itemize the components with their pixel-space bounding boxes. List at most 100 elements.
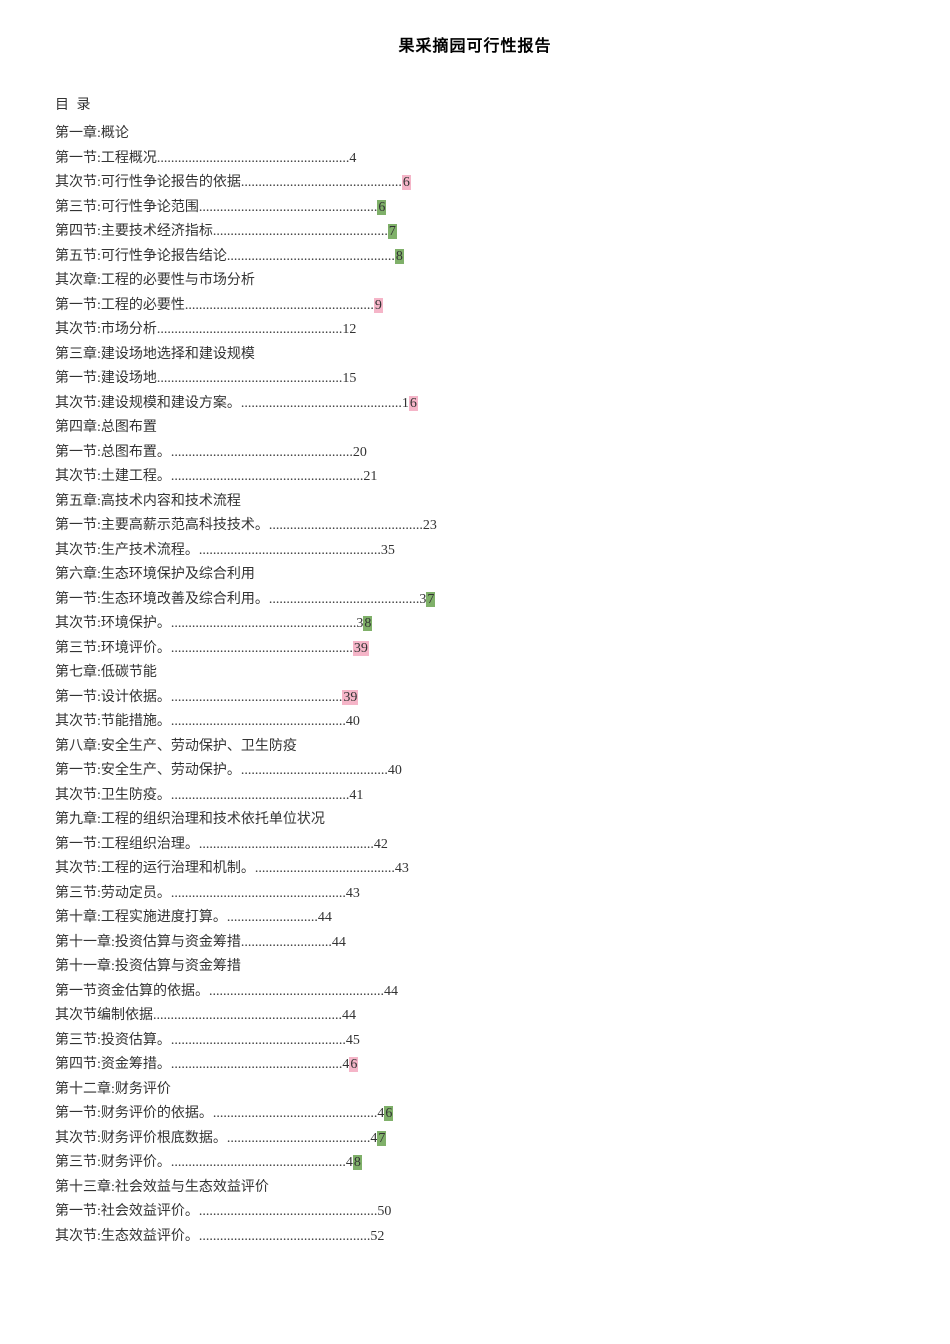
toc-label: 第十章:工程实施进度打算。 [55,910,227,925]
toc-label: 第一节:工程概况 [55,151,157,166]
toc-leader: ........................................… [227,249,395,264]
toc-leader: ........................................… [213,1106,378,1121]
toc-pagenum: 6 [377,200,386,215]
toc-pagenum: 40 [388,763,402,778]
toc-section: 第一节:工程的必要性..............................… [55,294,895,319]
toc-label: 其次节:可行性争论报告的依据 [55,175,241,190]
toc-section: 第一节:社会效益评价。.............................… [55,1200,895,1225]
toc-section: 其次节:节能措施。...............................… [55,710,895,735]
toc-label: 其次节:卫生防疫。 [55,788,171,803]
toc-leader: ........................................… [213,224,388,239]
toc-pagenum: 43 [346,886,360,901]
toc-pagenum: 42 [374,837,388,852]
toc-section: 其次节:工程的运行治理和机制。.........................… [55,857,895,882]
toc-section: 第一节:工程概况................................… [55,147,895,172]
toc-pagenum: 45 [346,1033,360,1048]
toc-label: 其次节:生态效益评价。 [55,1229,199,1244]
toc-pagenum: 52 [370,1229,384,1244]
toc-pagenum: 21 [363,469,377,484]
toc-label: 第一节:财务评价的依据。 [55,1106,213,1121]
toc-leader: ........................................… [227,1131,371,1146]
toc-leader: ........................................… [185,298,374,313]
toc-chapter: 第七章:低碳节能 [55,661,895,686]
toc-leader: ........................................… [171,1057,343,1072]
toc-label: 第五节:可行性争论报告结论 [55,249,227,264]
toc-chapter: 第八章:安全生产、劳动保护、卫生防疫 [55,735,895,760]
toc-chapter: 第十二章:财务评价 [55,1078,895,1103]
toc-pagenum: 6 [402,175,411,190]
toc-pagenum-prefix: 1 [402,396,409,411]
toc-section: 第一节:财务评价的依据。............................… [55,1102,895,1127]
toc-section: 第一节:工程组织治理。.............................… [55,833,895,858]
toc-section: 第一节资金估算的依据。.............................… [55,980,895,1005]
toc-section: 其次节:财务评价根底数据。...........................… [55,1127,895,1152]
toc-pagenum-prefix: 4 [346,1155,353,1170]
toc-chapter: 第四章:总图布置 [55,416,895,441]
toc-pagenum: 44 [384,984,398,999]
toc-section: 第十一章:投资估算与资金筹措..........................… [55,931,895,956]
toc-pagenum-last: 6 [409,396,418,411]
toc-label: 第一节:社会效益评价。 [55,1204,199,1219]
toc-section: 其次节:生产技术流程。.............................… [55,539,895,564]
toc-chapter: 第一章:概论 [55,122,895,147]
toc-leader: ........................................… [171,886,346,901]
toc-label: 第三节:劳动定员。 [55,886,171,901]
toc-leader: .......................... [241,935,332,950]
toc-label: 第一节:总图布置。 [55,445,171,460]
toc-leader: ........................................… [157,151,350,166]
toc-pagenum: 43 [395,861,409,876]
toc-pagenum: 39 [353,641,369,656]
toc-label: 其次节:财务评价根底数据。 [55,1131,227,1146]
toc-label: 第三节:投资估算。 [55,1033,171,1048]
toc-label: 其次节:节能措施。 [55,714,171,729]
toc-leader: ........................................ [255,861,395,876]
toc-pagenum-last: 6 [349,1057,358,1072]
toc-section: 第十章:工程实施进度打算。..........................4… [55,906,895,931]
toc-leader: ........................................… [171,690,343,705]
toc-section: 第三节:投资估算。...............................… [55,1029,895,1054]
toc-label: 第一节资金估算的依据。 [55,984,209,999]
toc-leader: ........................................… [199,543,381,558]
toc-pagenum-last: 7 [426,592,435,607]
toc-chapter: 第十一章:投资估算与资金筹措 [55,955,895,980]
toc-leader: ........................................… [153,1008,342,1023]
toc-pagenum: 4 [349,151,356,166]
document-page: 果采摘园可行性报告 目 录 第一章:概论第一节:工程概况............… [0,0,950,1344]
toc-chapter: 第十三章:社会效益与生态效益评价 [55,1176,895,1201]
toc-leader: ........................................… [241,396,402,411]
toc-chapter: 第九章:工程的组织治理和技术依托单位状况 [55,808,895,833]
toc-leader: ........................................… [157,371,343,386]
toc-label: 其次节:土建工程。 [55,469,171,484]
toc-pagenum: 40 [346,714,360,729]
toc-label: 第一节:主要高薪示范高科技技术。 [55,518,269,533]
toc-pagenum: 20 [353,445,367,460]
toc-pagenum-last: 6 [384,1106,393,1121]
toc-section: 第三节:环境评价。...............................… [55,637,895,662]
toc-leader: ........................................… [199,200,378,215]
toc-chapter: 第六章:生态环境保护及综合利用 [55,563,895,588]
toc-label: 第三节:可行性争论范围 [55,200,199,215]
toc-leader: ........................................… [171,469,364,484]
toc-section: 其次节:生态效益评价。.............................… [55,1225,895,1250]
toc-pagenum: 9 [374,298,383,313]
toc-section: 其次节:建设规模和建设方案。..........................… [55,392,895,417]
toc-pagenum-last: 8 [353,1155,362,1170]
toc-section: 第一节:设计依据。...............................… [55,686,895,711]
toc-pagenum: 50 [377,1204,391,1219]
toc-leader: ........................................… [171,714,346,729]
toc-section: 第四节:资金筹措。...............................… [55,1053,895,1078]
toc-label: 第一节:设计依据。 [55,690,171,705]
toc-leader: ........................................… [171,616,357,631]
toc-label: 其次节:建设规模和建设方案。 [55,396,241,411]
toc-section: 其次节编制依据.................................… [55,1004,895,1029]
toc-pagenum: 15 [342,371,356,386]
toc-pagenum: 44 [332,935,346,950]
toc-leader: ........................................… [269,592,420,607]
toc-leader: ........................................… [157,322,343,337]
toc-section: 其次节:卫生防疫。...............................… [55,784,895,809]
document-title: 果采摘园可行性报告 [55,32,895,56]
toc-label: 第一节:生态环境改善及综合利用。 [55,592,269,607]
toc-leader: ........................................… [241,175,402,190]
toc-label: 第一节:建设场地 [55,371,157,386]
toc-section: 其次节:可行性争论报告的依据..........................… [55,171,895,196]
